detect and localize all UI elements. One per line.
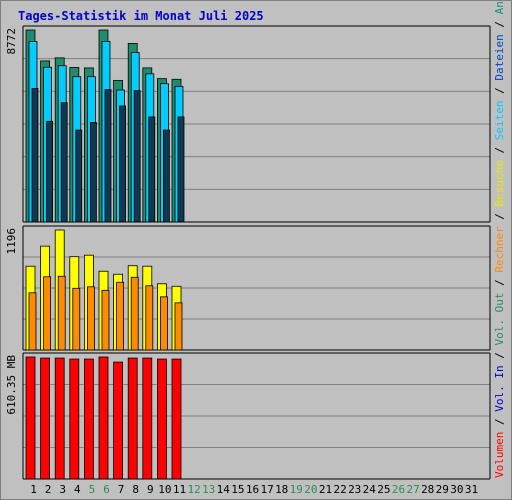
x-tick-label-day-5: 5	[89, 483, 96, 496]
x-tick-label-day-7: 7	[118, 483, 125, 496]
bar-seiten-day-1	[31, 88, 39, 223]
x-tick-label-day-9: 9	[147, 483, 154, 496]
bar-volumen-day-7	[113, 361, 123, 480]
x-tick-label-day-30: 30	[450, 483, 463, 496]
legend-separator: /	[493, 412, 506, 432]
legend-item-besuche: Besuche	[493, 160, 506, 206]
legend-item-volumen: Volumen	[493, 432, 506, 478]
legend-separator: /	[493, 140, 506, 160]
legend-item-vol-out: Vol. Out	[493, 293, 506, 346]
x-tick-label-day-27: 27	[406, 483, 419, 496]
bar-volumen-day-9	[142, 357, 153, 480]
bar-seiten-day-5	[90, 122, 97, 223]
bar-seiten-day-2	[46, 120, 53, 223]
y-scale-label-requests: 8772	[5, 28, 18, 55]
x-tick-label-day-24: 24	[363, 483, 377, 496]
x-tick-label-day-25: 25	[377, 483, 390, 496]
bar-volumen-day-2	[40, 357, 50, 480]
bar-seiten-day-9	[148, 116, 156, 223]
bar-volumen-day-8	[127, 357, 138, 480]
x-tick-label-day-18: 18	[275, 483, 288, 496]
x-tick-label-day-31: 31	[465, 483, 478, 496]
x-tick-label-day-19: 19	[290, 483, 303, 496]
bar-volumen-day-6	[98, 356, 109, 480]
bar-rechner-day-10	[159, 296, 168, 351]
x-tick-label-day-6: 6	[103, 483, 110, 496]
bar-volumen-day-3	[54, 357, 65, 480]
bar-rechner-day-11	[174, 302, 183, 351]
bar-volumen-day-1	[25, 356, 36, 480]
x-tick-label-day-22: 22	[333, 483, 346, 496]
x-tick-label-day-14: 14	[217, 483, 231, 496]
bar-seiten-day-8	[133, 90, 141, 223]
bar-volumen-day-10	[156, 358, 167, 480]
legend-item-dateien: Dateien	[493, 34, 506, 80]
legend-item-anfragen: Anfragen	[493, 0, 506, 14]
bar-rechner-day-8	[130, 276, 139, 351]
legend-item-vol-in: Vol. In	[493, 365, 506, 411]
bar-volumen-day-4	[69, 358, 80, 480]
bar-rechner-day-6	[101, 289, 110, 351]
bar-seiten-day-10	[162, 129, 170, 223]
legend-separator: /	[493, 273, 506, 293]
bar-volumen-day-5	[84, 358, 94, 480]
x-tick-label-day-28: 28	[421, 483, 434, 496]
legend-separator: /	[493, 346, 506, 366]
y-scale-label-volume: 610.35 MB	[5, 355, 18, 415]
bar-seiten-day-11	[177, 116, 185, 223]
legend-item-seiten: Seiten	[493, 100, 506, 140]
legend-separator: /	[493, 81, 506, 101]
panel-visits: 1196	[5, 225, 491, 351]
x-tick-label-day-3: 3	[59, 483, 66, 496]
x-tick-label-day-26: 26	[392, 483, 405, 496]
bar-seiten-day-4	[75, 129, 83, 223]
x-tick-label-day-23: 23	[348, 483, 361, 496]
x-tick-label-day-16: 16	[246, 483, 259, 496]
bar-seiten-day-3	[60, 102, 68, 223]
x-tick-label-day-29: 29	[436, 483, 449, 496]
panel-volume: 610.35 MB	[5, 352, 491, 480]
legend-separator: /	[493, 14, 506, 34]
bar-volumen-day-11	[171, 358, 182, 480]
legend-item-rechner: Rechner	[493, 226, 506, 273]
x-tick-label-day-2: 2	[45, 483, 52, 496]
x-tick-label-day-4: 4	[74, 483, 81, 496]
bar-rechner-day-7	[116, 281, 124, 351]
bar-rechner-day-3	[57, 275, 66, 351]
x-tick-label-day-11: 11	[173, 483, 186, 496]
x-tick-label-day-17: 17	[260, 483, 273, 496]
y-scale-label-visits: 1196	[5, 228, 18, 255]
x-tick-label-day-12: 12	[187, 483, 200, 496]
bar-rechner-day-5	[87, 286, 95, 351]
bar-seiten-day-7	[119, 105, 126, 223]
bar-seiten-day-6	[104, 89, 112, 223]
chart-title: Tages-Statistik im Monat Juli 2025	[18, 9, 264, 23]
x-tick-label-day-13: 13	[202, 483, 215, 496]
x-tick-label-day-20: 20	[304, 483, 317, 496]
bar-rechner-day-4	[72, 287, 81, 351]
x-tick-label-day-15: 15	[231, 483, 244, 496]
x-tick-label-day-1: 1	[30, 483, 37, 496]
panel-requests: 8772	[5, 25, 491, 223]
bar-rechner-day-2	[43, 276, 51, 351]
chart-legend: Volumen / Vol. In / Vol. Out / Rechner /…	[493, 0, 506, 478]
x-tick-label-day-10: 10	[158, 483, 171, 496]
x-tick-label-day-21: 21	[319, 483, 332, 496]
bar-rechner-day-1	[28, 292, 37, 351]
bar-rechner-day-9	[145, 285, 154, 351]
legend-separator: /	[493, 206, 506, 226]
x-tick-label-day-8: 8	[132, 483, 139, 496]
